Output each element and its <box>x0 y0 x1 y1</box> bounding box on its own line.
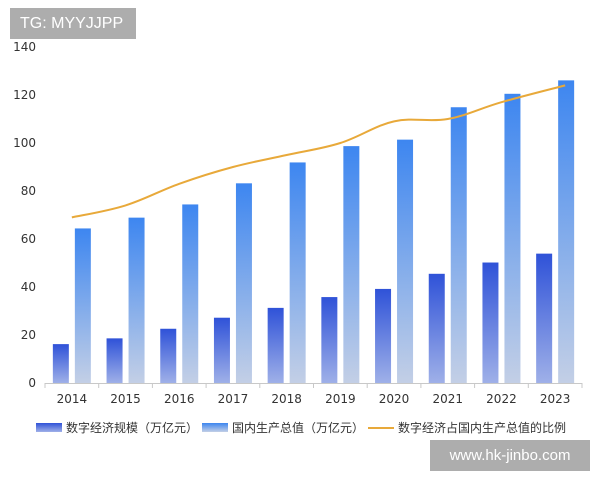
y-tick-label: 120 <box>13 88 36 102</box>
legend-label-digital-economy: 数字经济规模（万亿元） <box>66 420 198 435</box>
legend-label-gdp: 国内生产总值（万亿元） <box>232 420 364 435</box>
bar-digital-economy-2018 <box>267 307 284 383</box>
y-tick-label: 40 <box>21 280 36 294</box>
y-tick-label: 100 <box>13 136 36 150</box>
x-tick-label: 2021 <box>432 392 463 406</box>
y-tick-label: 20 <box>21 328 36 342</box>
bar-digital-economy-2020 <box>375 288 392 383</box>
bar-digital-economy-2021 <box>428 273 445 383</box>
bar-gdp-2015 <box>128 217 145 383</box>
x-tick-label: 2019 <box>325 392 356 406</box>
y-tick-label: 140 <box>13 40 36 54</box>
bar-digital-economy-2022 <box>482 262 499 383</box>
bar-digital-economy-2015 <box>106 338 123 383</box>
bar-digital-economy-2014 <box>52 344 69 383</box>
bar-gdp-2023 <box>558 80 575 384</box>
y-axis-tick-labels: 0 20 40 60 80 100 120 140 <box>13 40 36 390</box>
x-tick-label: 2014 <box>57 392 88 406</box>
legend-swatch-digital-economy <box>36 423 62 432</box>
x-tick-label: 2017 <box>218 392 249 406</box>
y-tick-label: 0 <box>28 376 36 390</box>
ratio-line-layer <box>71 84 566 219</box>
bar-gdp-2016 <box>182 204 199 383</box>
bar-digital-economy-2023 <box>536 253 553 383</box>
y-tick-label: 60 <box>21 232 36 246</box>
legend-swatch-gdp <box>202 423 228 432</box>
x-tick-label: 2015 <box>110 392 141 406</box>
legend-label-ratio: 数字经济占国内生产总值的比例 <box>398 420 566 435</box>
bar-gdp-2021 <box>450 107 467 384</box>
x-tick-label: 2018 <box>271 392 302 406</box>
x-tick-label: 2016 <box>164 392 195 406</box>
watermark-bottom-right: www.hk-jinbo.com <box>430 440 590 471</box>
watermark-top-left: TG: MYYJJPP <box>10 8 136 39</box>
legend: 数字经济规模（万亿元） 国内生产总值（万亿元） 数字经济占国内生产总值的比例 <box>36 420 566 435</box>
x-tick-label: 2023 <box>540 392 571 406</box>
bar-digital-economy-2019 <box>321 297 338 383</box>
bars <box>52 80 575 384</box>
bar-gdp-2017 <box>235 183 252 383</box>
x-tick-label: 2022 <box>486 392 517 406</box>
bar-gdp-2019 <box>343 146 360 383</box>
y-tick-label: 80 <box>21 184 36 198</box>
bar-gdp-2018 <box>289 162 306 383</box>
x-axis-tick-labels: 2014 2015 2016 2017 2018 2019 2020 2021 2022 2023 <box>44 383 583 406</box>
bar-gdp-2022 <box>504 93 521 384</box>
bar-gdp-2014 <box>74 228 91 383</box>
bar-digital-economy-2017 <box>213 317 230 383</box>
x-tick-label: 2020 <box>379 392 410 406</box>
ratio-line <box>71 84 566 219</box>
bar-gdp-2020 <box>397 139 414 383</box>
bar-digital-economy-2016 <box>160 328 177 383</box>
